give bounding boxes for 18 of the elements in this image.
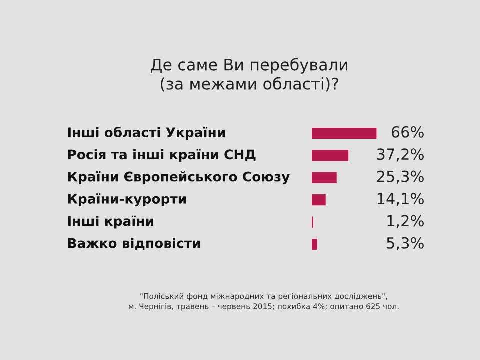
data-label: 25,3%	[377, 170, 424, 184]
bar	[312, 172, 337, 184]
y-tick-label: Інші країни	[68, 216, 154, 229]
y-tick-label: Інші області України	[68, 126, 226, 140]
chart-title: Де саме Ви перебували (за межами області)?	[151, 58, 348, 92]
data-label: 1,2%	[388, 215, 424, 228]
data-label: 14,1%	[378, 192, 424, 206]
y-tick-label: Країни Європейського Союзу	[68, 171, 290, 184]
bar	[312, 128, 377, 140]
y-tick-label: Росія та інші країни СНД	[68, 149, 256, 162]
data-label: 5,3%	[387, 237, 424, 250]
data-label: 66%	[392, 126, 424, 138]
bar	[312, 194, 326, 206]
y-tick-label: Країни-курорти	[68, 194, 186, 207]
bar	[312, 238, 318, 250]
data-label: 37,2%	[377, 148, 424, 162]
bar	[312, 150, 349, 162]
y-tick-label: Важко відповісти	[68, 238, 200, 250]
